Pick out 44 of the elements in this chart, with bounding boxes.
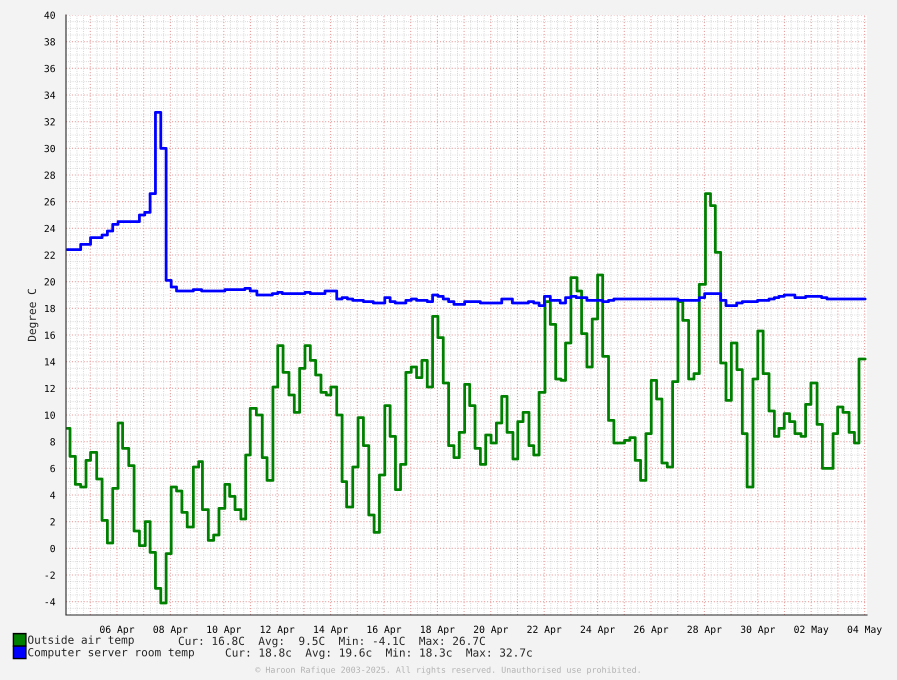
y-tick-label: 26 [44,198,55,206]
text: Cur: 16.8C Avg: 9.5C Min: -4.1C Max: 26.7C [178,636,485,648]
x-tick-label: 02 May [794,626,828,635]
x-tick-label: 12 Apr [260,626,294,635]
x-tick-label: 16 Apr [368,626,402,635]
y-tick-label: 32 [44,118,55,126]
x-tick-label: 26 Apr [634,626,668,635]
y-tick-label: 4 [50,492,56,499]
y-tick-label: -4 [46,598,56,606]
y-tick-label: -2 [46,572,55,579]
y-tick-label: 10 [45,412,55,419]
x-tick-label: 06 Apr [100,626,134,635]
y-tick-label: 36 [44,64,55,72]
y-tick-label: 12 [45,384,55,392]
x-tick-label: 30 Apr [740,626,775,635]
y-axis-title: Degree C [28,289,38,342]
text: © Haroon Rafique 2003-2025. All rights reserved. Unauthorised use prohibited. [255,666,640,675]
legend-label: Computer server room temp [28,648,194,659]
y-tick-label: 40 [44,12,55,19]
x-tick-label: 28 Apr [688,626,722,635]
x-tick-label: 08 Apr [153,626,188,635]
y-tick-label: 8 [50,438,55,446]
y-tick-label: 18 [45,304,55,312]
x-tick-label: 14 Apr [314,626,348,635]
y-tick-label: 16 [45,332,55,339]
x-tick-label: 20 Apr [474,626,508,635]
legend-label: Outside air temp [28,635,134,646]
y-tick-label: 28 [44,172,55,179]
y-tick-label: 22 [44,252,55,259]
y-tick-label: 6 [50,464,55,472]
x-tick-label: 22 Apr [527,626,562,635]
y-tick-label: 2 [50,518,55,526]
x-tick-label: 18 Apr [421,626,455,635]
x-tick-label: 04 May [848,626,882,635]
y-tick-label: 38 [44,38,55,46]
y-tick-label: 24 [44,224,56,232]
x-tick-label: 10 Apr [207,626,241,635]
y-tick-label: 14 [45,358,56,366]
y-tick-label: 30 [44,144,55,152]
y-tick-label: 0 [50,544,55,552]
text: Cur: 18.8c Avg: 19.6c Min: 18.3c Max: 32.7c [226,648,532,659]
x-tick-label: 24 Apr [580,626,615,635]
y-tick-label: 20 [44,278,55,286]
y-tick-label: 34 [44,92,56,99]
